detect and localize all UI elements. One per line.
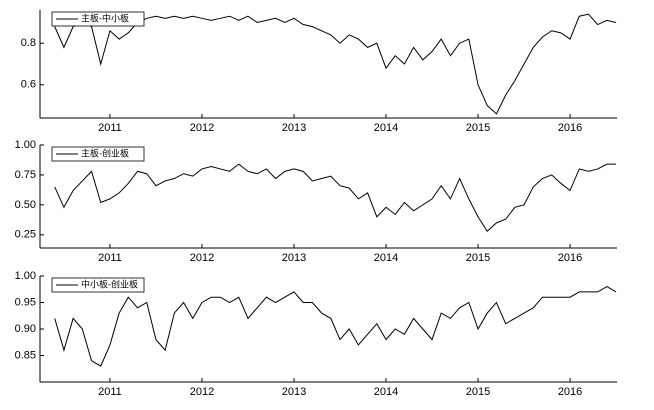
x-tick-label: 2013 [282, 122, 306, 134]
x-tick-label: 2015 [466, 252, 490, 264]
x-tick-label: 2015 [466, 122, 490, 134]
x-tick-label: 2016 [558, 386, 582, 398]
y-tick-label: 0.85 [15, 349, 36, 361]
x-tick-label: 2016 [558, 122, 582, 134]
x-tick-label: 2016 [558, 252, 582, 264]
y-tick-label: 1.00 [15, 270, 36, 282]
x-tick-label: 2014 [374, 386, 398, 398]
x-tick-label: 2011 [98, 386, 122, 398]
y-tick-label: 0.6 [21, 79, 36, 91]
y-tick-label: 0.25 [15, 229, 36, 241]
legend-label: 主板-中小板 [81, 12, 129, 23]
series-line [54, 286, 617, 367]
series-line [54, 13, 617, 115]
x-tick-label: 2012 [190, 122, 214, 134]
x-tick-label: 2011 [98, 252, 122, 264]
x-tick-label: 2012 [190, 252, 214, 264]
y-tick-label: 0.50 [15, 199, 36, 211]
x-tick-label: 2011 [98, 122, 122, 134]
y-tick-label: 0.75 [15, 169, 36, 181]
x-tick-label: 2013 [282, 252, 306, 264]
legend-label: 主板-创业板 [81, 147, 129, 158]
y-tick-label: 1.00 [15, 139, 36, 151]
x-tick-label: 2014 [374, 252, 398, 264]
y-tick-label: 0.95 [15, 296, 36, 308]
x-tick-label: 2012 [190, 386, 214, 398]
legend-label: 中小板-创业板 [81, 278, 138, 289]
legend-box [51, 11, 145, 27]
y-tick-label: 0.8 [21, 37, 36, 49]
series-line [54, 163, 617, 232]
x-tick-label: 2013 [282, 386, 306, 398]
legend-box [51, 277, 145, 293]
x-tick-label: 2014 [374, 122, 398, 134]
legend-box [51, 146, 145, 162]
x-tick-label: 2015 [466, 386, 490, 398]
y-tick-label: 0.90 [15, 323, 36, 335]
